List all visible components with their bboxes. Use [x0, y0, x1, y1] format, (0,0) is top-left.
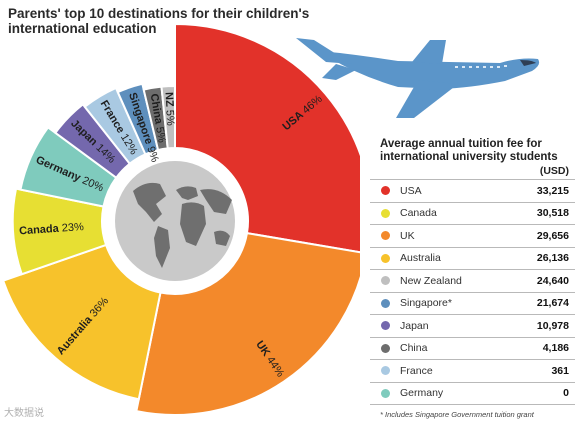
table-title: Average annual tuition fee for internati…	[380, 138, 558, 163]
table-row: Canada 30,518	[370, 203, 575, 225]
legend-dot	[381, 208, 390, 218]
world-globe-icon	[102, 148, 248, 294]
slice-label-china: China 5%	[148, 93, 168, 144]
row-country: China	[400, 342, 428, 355]
row-country: USA	[400, 184, 422, 197]
row-country: Japan	[400, 319, 429, 332]
slice-label-nz: NZ 5%	[163, 92, 177, 126]
table-row: UK 29,656	[370, 225, 575, 248]
table-row: New Zealand 24,640	[370, 270, 575, 293]
row-value: 361	[551, 364, 569, 377]
row-country: Canada	[400, 207, 437, 220]
watermark: 大数据说	[4, 408, 44, 419]
table-row: USA 33,215	[370, 179, 575, 203]
legend-dot	[381, 366, 390, 376]
row-value: 10,978	[536, 319, 569, 332]
row-value: 30,518	[536, 207, 569, 220]
table-row: Singapore* 21,674	[370, 293, 575, 315]
row-value: 33,215	[536, 184, 569, 197]
row-country: Singapore*	[400, 297, 452, 310]
table-row: Japan 10,978	[370, 315, 575, 338]
table-row: France 361	[370, 360, 575, 383]
table-rows: USA 33,215 Canada 30,518 UK 29,656 Australi…	[370, 179, 575, 405]
row-country: Germany	[400, 387, 444, 400]
tuition-table: Average annual tuition fee for internati…	[370, 130, 575, 419]
legend-dot	[381, 186, 390, 196]
row-country: UK	[400, 229, 415, 242]
table-row: Australia 26,136	[370, 248, 575, 270]
row-country: New Zealand	[400, 274, 462, 287]
legend-dot	[381, 231, 390, 241]
pie-chart: USA 46%UK 44%Australia 36%Canada 23%Germ…	[1, 22, 360, 416]
unit-label: (USD)	[539, 165, 569, 177]
legend-dot	[381, 298, 390, 308]
airplane-icon	[296, 38, 540, 118]
legend-dot	[381, 253, 390, 263]
table-row: China 4,186	[370, 338, 575, 360]
row-value: 21,674	[536, 297, 569, 310]
slice-label-canada: Canada 23%	[19, 221, 85, 237]
footnote: * Includes Singapore Government tuition …	[380, 410, 534, 419]
row-country: France	[400, 364, 433, 377]
legend-dot	[381, 321, 390, 331]
row-value: 0	[563, 387, 569, 400]
chart-title: Parents' top 10 destinations for their c…	[8, 6, 310, 36]
row-country: Australia	[400, 252, 441, 265]
legend-dot	[381, 343, 390, 353]
table-row: Germany 0	[370, 383, 575, 405]
row-value: 29,656	[536, 229, 569, 242]
row-value: 26,136	[536, 252, 569, 265]
row-value: 24,640	[536, 274, 569, 287]
row-value: 4,186	[542, 342, 569, 355]
legend-dot	[381, 276, 390, 286]
legend-dot	[381, 388, 390, 398]
